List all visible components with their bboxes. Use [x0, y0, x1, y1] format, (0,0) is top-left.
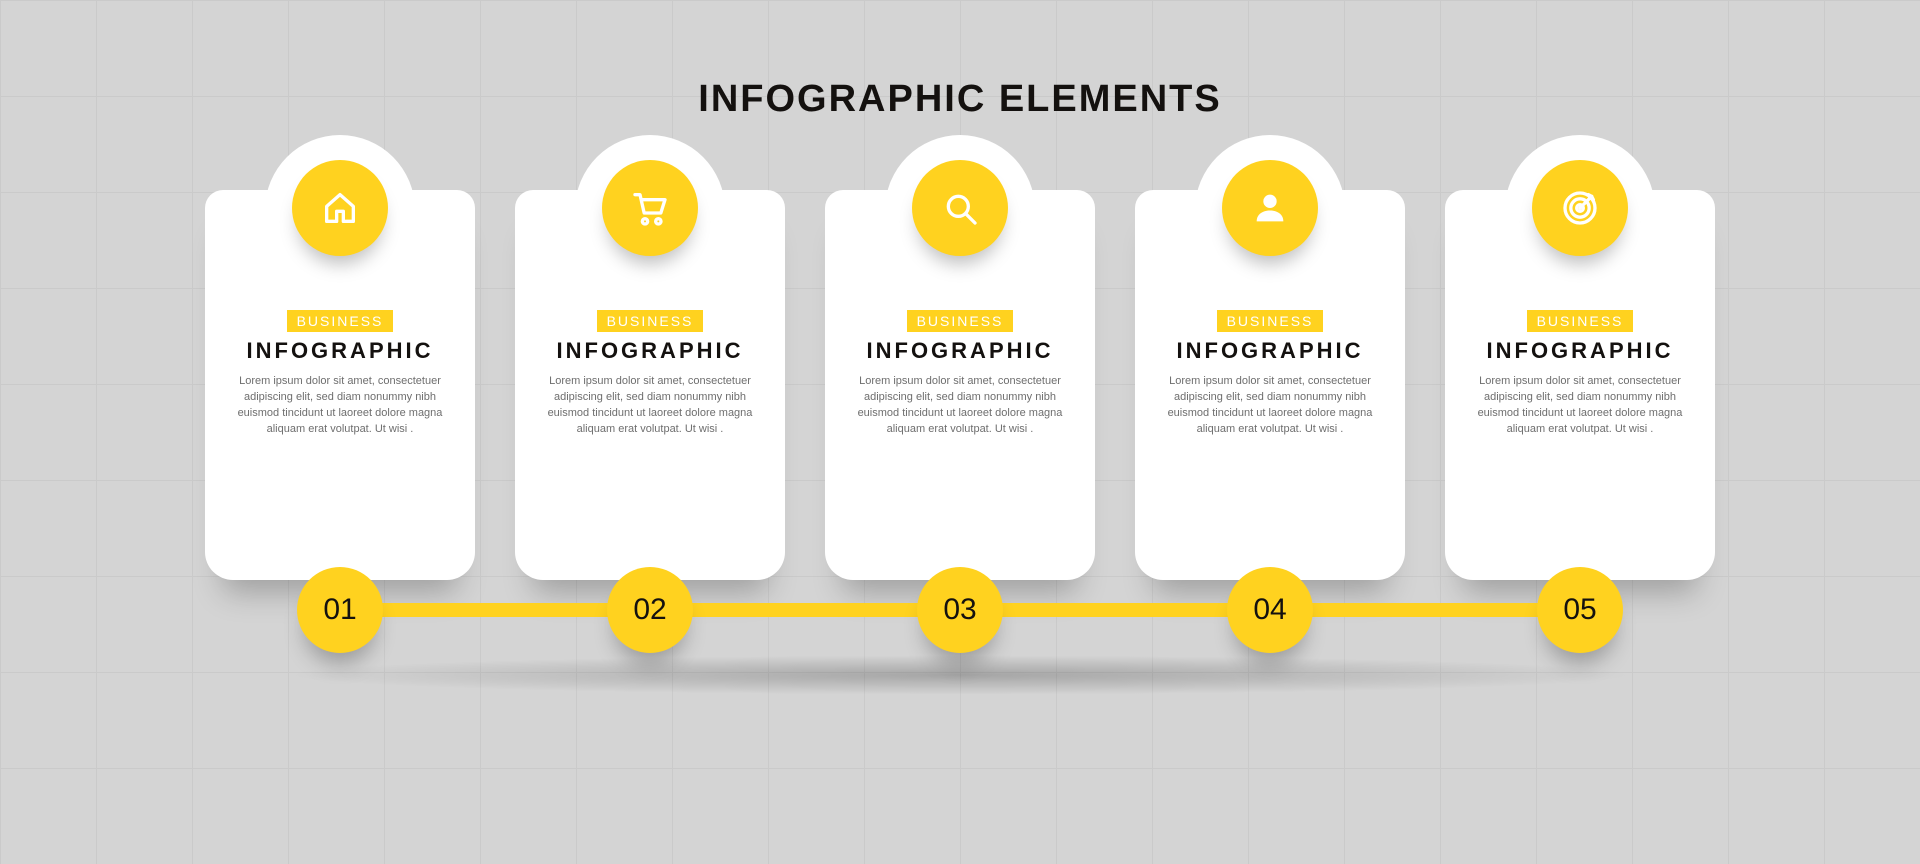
step-number-04: 04 — [1227, 567, 1313, 653]
step-tag: BUSINESS — [1217, 310, 1324, 332]
search-icon — [912, 160, 1008, 256]
step-heading: INFOGRAPHIC — [853, 338, 1067, 364]
step-tag: BUSINESS — [287, 310, 394, 332]
ground-shadow — [280, 655, 1640, 695]
step-body: Lorem ipsum dolor sit amet, consectetuer… — [853, 374, 1067, 438]
step-card-01: BUSINESS INFOGRAPHIC Lorem ipsum dolor s… — [205, 190, 475, 580]
step-heading: INFOGRAPHIC — [543, 338, 757, 364]
steps-row: BUSINESS INFOGRAPHIC Lorem ipsum dolor s… — [0, 190, 1920, 580]
step-card-05: BUSINESS INFOGRAPHIC Lorem ipsum dolor s… — [1445, 190, 1715, 580]
step-heading: INFOGRAPHIC — [233, 338, 447, 364]
step-body: Lorem ipsum dolor sit amet, consectetuer… — [1163, 374, 1377, 438]
step-card-04: BUSINESS INFOGRAPHIC Lorem ipsum dolor s… — [1135, 190, 1405, 580]
step-heading: INFOGRAPHIC — [1473, 338, 1687, 364]
step-body: Lorem ipsum dolor sit amet, consectetuer… — [1473, 374, 1687, 438]
step-number-05: 05 — [1537, 567, 1623, 653]
step-tag: BUSINESS — [1527, 310, 1634, 332]
step-heading: INFOGRAPHIC — [1163, 338, 1377, 364]
step-number-03: 03 — [917, 567, 1003, 653]
target-icon — [1532, 160, 1628, 256]
infographic-canvas: INFOGRAPHIC ELEMENTS BUSINESS INFOGRAPHI… — [0, 0, 1920, 864]
step-card-03: BUSINESS INFOGRAPHIC Lorem ipsum dolor s… — [825, 190, 1095, 580]
step-body: Lorem ipsum dolor sit amet, consectetuer… — [543, 374, 757, 438]
step-number-02: 02 — [607, 567, 693, 653]
step-tag: BUSINESS — [597, 310, 704, 332]
user-icon — [1222, 160, 1318, 256]
step-tag: BUSINESS — [907, 310, 1014, 332]
page-title: INFOGRAPHIC ELEMENTS — [0, 78, 1920, 121]
step-card-02: BUSINESS INFOGRAPHIC Lorem ipsum dolor s… — [515, 190, 785, 580]
step-number-01: 01 — [297, 567, 383, 653]
home-icon — [292, 160, 388, 256]
cart-icon — [602, 160, 698, 256]
step-body: Lorem ipsum dolor sit amet, consectetuer… — [233, 374, 447, 438]
